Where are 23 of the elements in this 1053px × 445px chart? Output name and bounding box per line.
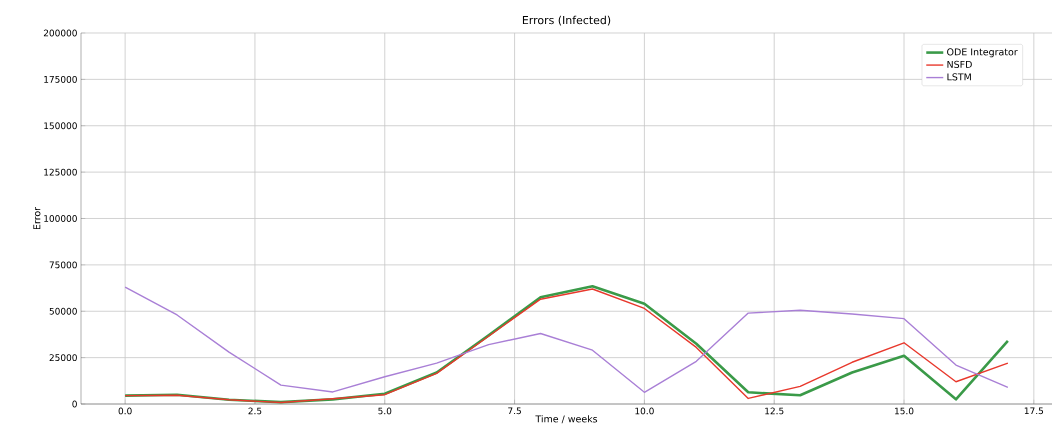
y-tick-label: 100000 xyxy=(44,215,77,222)
x-tick-label: 0.0 xyxy=(118,407,132,415)
x-tick-label: 10.0 xyxy=(635,407,654,415)
y-tick-label: 50000 xyxy=(49,307,77,315)
legend-label: LSTM xyxy=(947,73,971,81)
y-tick-label: 200000 xyxy=(43,29,77,37)
legend-label: ODE Integrator xyxy=(947,48,1018,58)
chart-title: Errors (Infected) xyxy=(522,15,611,26)
y-tick-label: 125000 xyxy=(44,168,77,176)
x-tick-label: 5.0 xyxy=(378,407,392,415)
x-tick-label: 2.5 xyxy=(248,407,262,415)
x-tick-label: 17.5 xyxy=(1024,407,1044,415)
y-tick-label: 0 xyxy=(72,400,77,408)
y-axis-title: Error xyxy=(33,206,41,230)
x-axis-title: Time / weeks xyxy=(535,415,598,424)
legend-label: NSFD xyxy=(947,60,972,68)
x-tick-label: 12.5 xyxy=(765,407,784,415)
x-tick-label: 7.5 xyxy=(508,407,521,415)
x-tick-label: 15.0 xyxy=(895,407,914,415)
y-tick-label: 25000 xyxy=(49,354,77,362)
y-tick-label: 150000 xyxy=(44,122,77,130)
y-tick-label: 75000 xyxy=(49,261,77,269)
y-tick-label: 175000 xyxy=(44,75,77,83)
